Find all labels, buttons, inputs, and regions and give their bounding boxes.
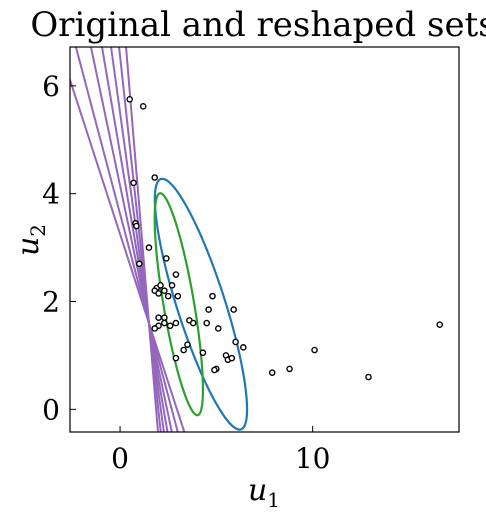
data-point [161, 287, 168, 295]
points-layer [126, 96, 444, 381]
data-point [180, 346, 187, 354]
x-tick-label: 10 [295, 442, 331, 475]
data-point [172, 319, 180, 327]
data-point [189, 319, 197, 327]
data-point [145, 244, 153, 251]
ellipses-layer [153, 177, 249, 431]
y-tick-label: 2 [42, 286, 60, 319]
data-point [139, 103, 147, 110]
data-point [199, 349, 207, 357]
data-point [155, 314, 162, 321]
data-point [230, 306, 237, 313]
original-set-ellipse [153, 177, 249, 431]
data-point [214, 325, 222, 332]
data-point [166, 322, 174, 330]
data-point [136, 260, 143, 268]
x-axis-label: u1 [248, 473, 280, 512]
data-point [268, 369, 276, 376]
data-point [133, 222, 140, 230]
y-tick-label: 4 [42, 178, 60, 211]
data-point [286, 365, 293, 373]
data-point [157, 282, 164, 289]
data-point [209, 292, 216, 300]
data-point [151, 325, 159, 332]
y-tick-label: 6 [42, 70, 60, 103]
data-point [130, 179, 137, 187]
ticks-layer: 0 10 0 2 4 6 [42, 70, 330, 475]
data-point [155, 290, 162, 297]
reshaped-set-ellipse [153, 192, 205, 417]
data-point [151, 174, 159, 181]
data-point [228, 354, 236, 362]
x-tick-label: 0 [111, 442, 129, 475]
data-point [211, 366, 218, 374]
data-point [174, 292, 182, 300]
data-point [232, 338, 239, 346]
y-axis-label: u2 [11, 224, 50, 256]
data-point [161, 314, 168, 321]
data-point [365, 373, 372, 381]
data-point [184, 341, 191, 348]
chart-title: Original and reshaped sets [30, 5, 486, 45]
data-point [205, 306, 212, 313]
data-point [172, 271, 180, 278]
data-point [168, 282, 176, 289]
data-point [162, 255, 170, 262]
data-point [126, 96, 133, 103]
data-point [311, 346, 318, 354]
data-point [436, 321, 444, 328]
data-point [164, 292, 172, 300]
data-point [203, 319, 211, 327]
data-point [161, 319, 168, 327]
plot-frame [69, 46, 460, 433]
data-point [172, 354, 180, 362]
data-point [240, 344, 247, 351]
y-tick-label: 0 [42, 393, 60, 426]
